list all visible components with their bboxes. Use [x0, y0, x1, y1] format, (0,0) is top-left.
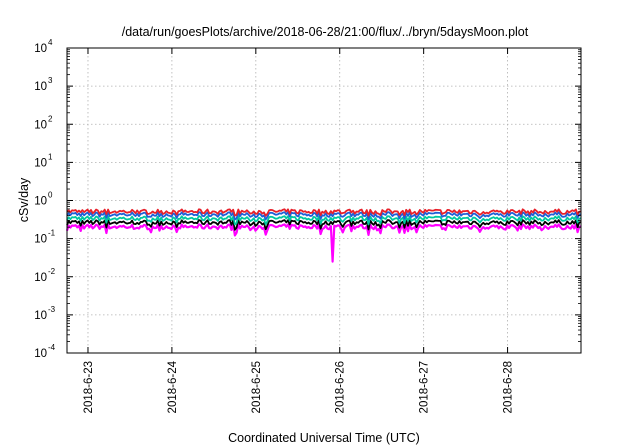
y-tick-label: 10 [34, 310, 47, 322]
y-tick-label: 10 [34, 272, 47, 284]
y-tick-exponent: 2 [48, 114, 53, 123]
y-tick-exponent: 4 [48, 38, 53, 47]
x-axis: 2018-6-23 2018-6-24 2018-6-25 2018-6-26 2018… [83, 48, 515, 413]
series-line [65, 223, 582, 263]
y-tick-exponent: -3 [48, 305, 56, 314]
x-tick-label: 2018-6-24 [167, 360, 179, 413]
y-tick-exponent: 3 [48, 76, 53, 85]
y-tick-label: 10 [34, 43, 47, 55]
series-layer [65, 208, 582, 263]
y-tick-exponent: 1 [48, 152, 53, 161]
x-tick-label: 2018-6-25 [251, 361, 263, 413]
series-line [66, 215, 582, 226]
y-tick-label: 10 [34, 196, 47, 208]
grid [67, 47, 581, 354]
x-tick-label: 2018-6-23 [83, 361, 95, 413]
series-line [66, 211, 582, 221]
y-tick-label: 10 [34, 348, 47, 360]
y-tick-exponent: -4 [48, 343, 56, 352]
series-line [66, 208, 582, 217]
y-tick-label: 10 [34, 119, 47, 131]
y-tick-exponent: -2 [48, 267, 56, 276]
y-tick-label: 10 [34, 81, 47, 93]
series-line [66, 219, 582, 231]
x-tick-label: 2018-6-27 [419, 361, 431, 413]
y-axis-label: cSv/day [17, 177, 31, 222]
y-tick-label: 10 [34, 157, 47, 169]
y-tick-exponent: -1 [48, 229, 56, 238]
x-axis-label: Coordinated Universal Time (UTC) [228, 431, 420, 445]
x-tick-label: 2018-6-26 [335, 361, 347, 413]
x-tick-label: 2018-6-28 [503, 361, 515, 413]
y-tick-label: 10 [34, 234, 47, 246]
chart-title: /data/run/goesPlots/archive/2018-06-28/2… [122, 25, 529, 39]
y-tick-exponent: 0 [48, 191, 53, 200]
